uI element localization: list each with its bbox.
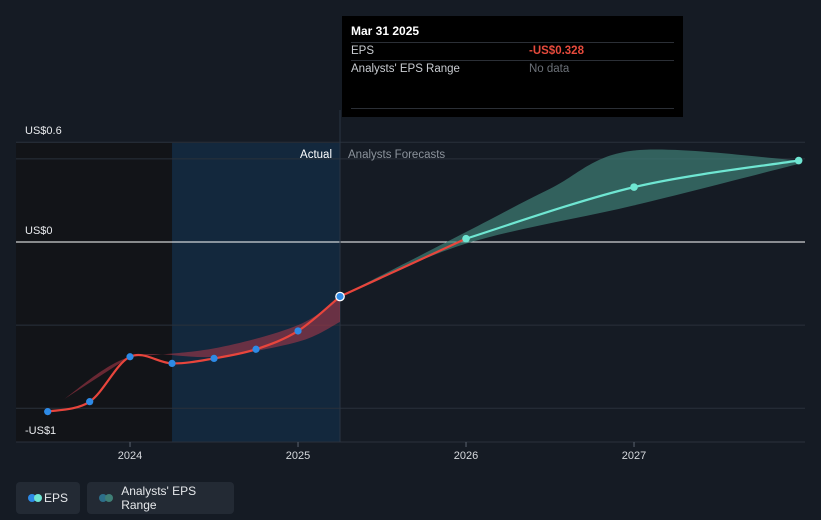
legend-eps-label: EPS xyxy=(43,491,68,505)
forecast-eps-range-band xyxy=(340,149,799,297)
past-shade-region xyxy=(16,143,173,442)
forecast-section-label: Analysts Forecasts xyxy=(348,149,445,161)
tooltip-range-value: No data xyxy=(529,63,570,75)
tooltip-eps-value: -US$0.328 xyxy=(529,45,584,57)
eps-actual-point xyxy=(44,408,52,416)
legend-range-label: Analysts' EPS Range xyxy=(121,484,197,512)
eps-actual-point xyxy=(86,398,94,406)
y-axis-label: -US$1 xyxy=(25,425,56,437)
x-tick-label: 2027 xyxy=(622,450,646,462)
actual-highlight-region xyxy=(172,143,341,442)
tooltip-range-row: Analysts' EPS Range No data xyxy=(351,60,674,78)
tooltip-eps-row: EPS -US$0.328 xyxy=(351,42,674,60)
eps-forecast-point xyxy=(630,183,638,191)
eps-actual-point xyxy=(294,327,302,335)
y-axis-label: US$0 xyxy=(25,225,53,237)
eps-dot-forecast xyxy=(34,494,42,502)
x-tick-label: 2025 xyxy=(286,450,310,462)
legend-range-toggle[interactable]: Analysts' EPS Range xyxy=(87,482,234,514)
eps-forecast-point xyxy=(462,234,470,243)
eps-forecast-line-near xyxy=(339,237,467,298)
eps-actual-point xyxy=(210,354,218,363)
actual-section-label: Actual xyxy=(300,149,332,161)
range-dot-forecast xyxy=(105,494,113,502)
hover-tooltip: Mar 31 2025 EPS -US$0.328 Analysts' EPS … xyxy=(342,16,683,117)
eps-actual-point xyxy=(252,345,260,353)
eps-dot-actual xyxy=(28,494,36,502)
tooltip-date: Mar 31 2025 xyxy=(351,24,420,38)
tooltip-range-label: Analysts' EPS Range xyxy=(351,63,460,75)
eps-actual-point xyxy=(168,359,176,367)
tooltip-divider xyxy=(351,108,674,109)
eps-legend-icon xyxy=(28,493,42,503)
y-axis-label: US$0.6 xyxy=(25,125,62,137)
x-tick-label: 2026 xyxy=(454,450,478,462)
x-tick-label: 2024 xyxy=(118,450,142,462)
tooltip-eps-label: EPS xyxy=(351,45,375,57)
eps-forecast-point xyxy=(794,156,803,165)
range-legend-icon xyxy=(99,493,113,503)
eps-actual-line xyxy=(47,295,341,413)
eps-actual-point xyxy=(335,291,345,302)
legend-eps-toggle[interactable]: EPS xyxy=(16,482,80,514)
range-dot-actual xyxy=(99,494,107,502)
eps-actual-point xyxy=(126,353,134,361)
